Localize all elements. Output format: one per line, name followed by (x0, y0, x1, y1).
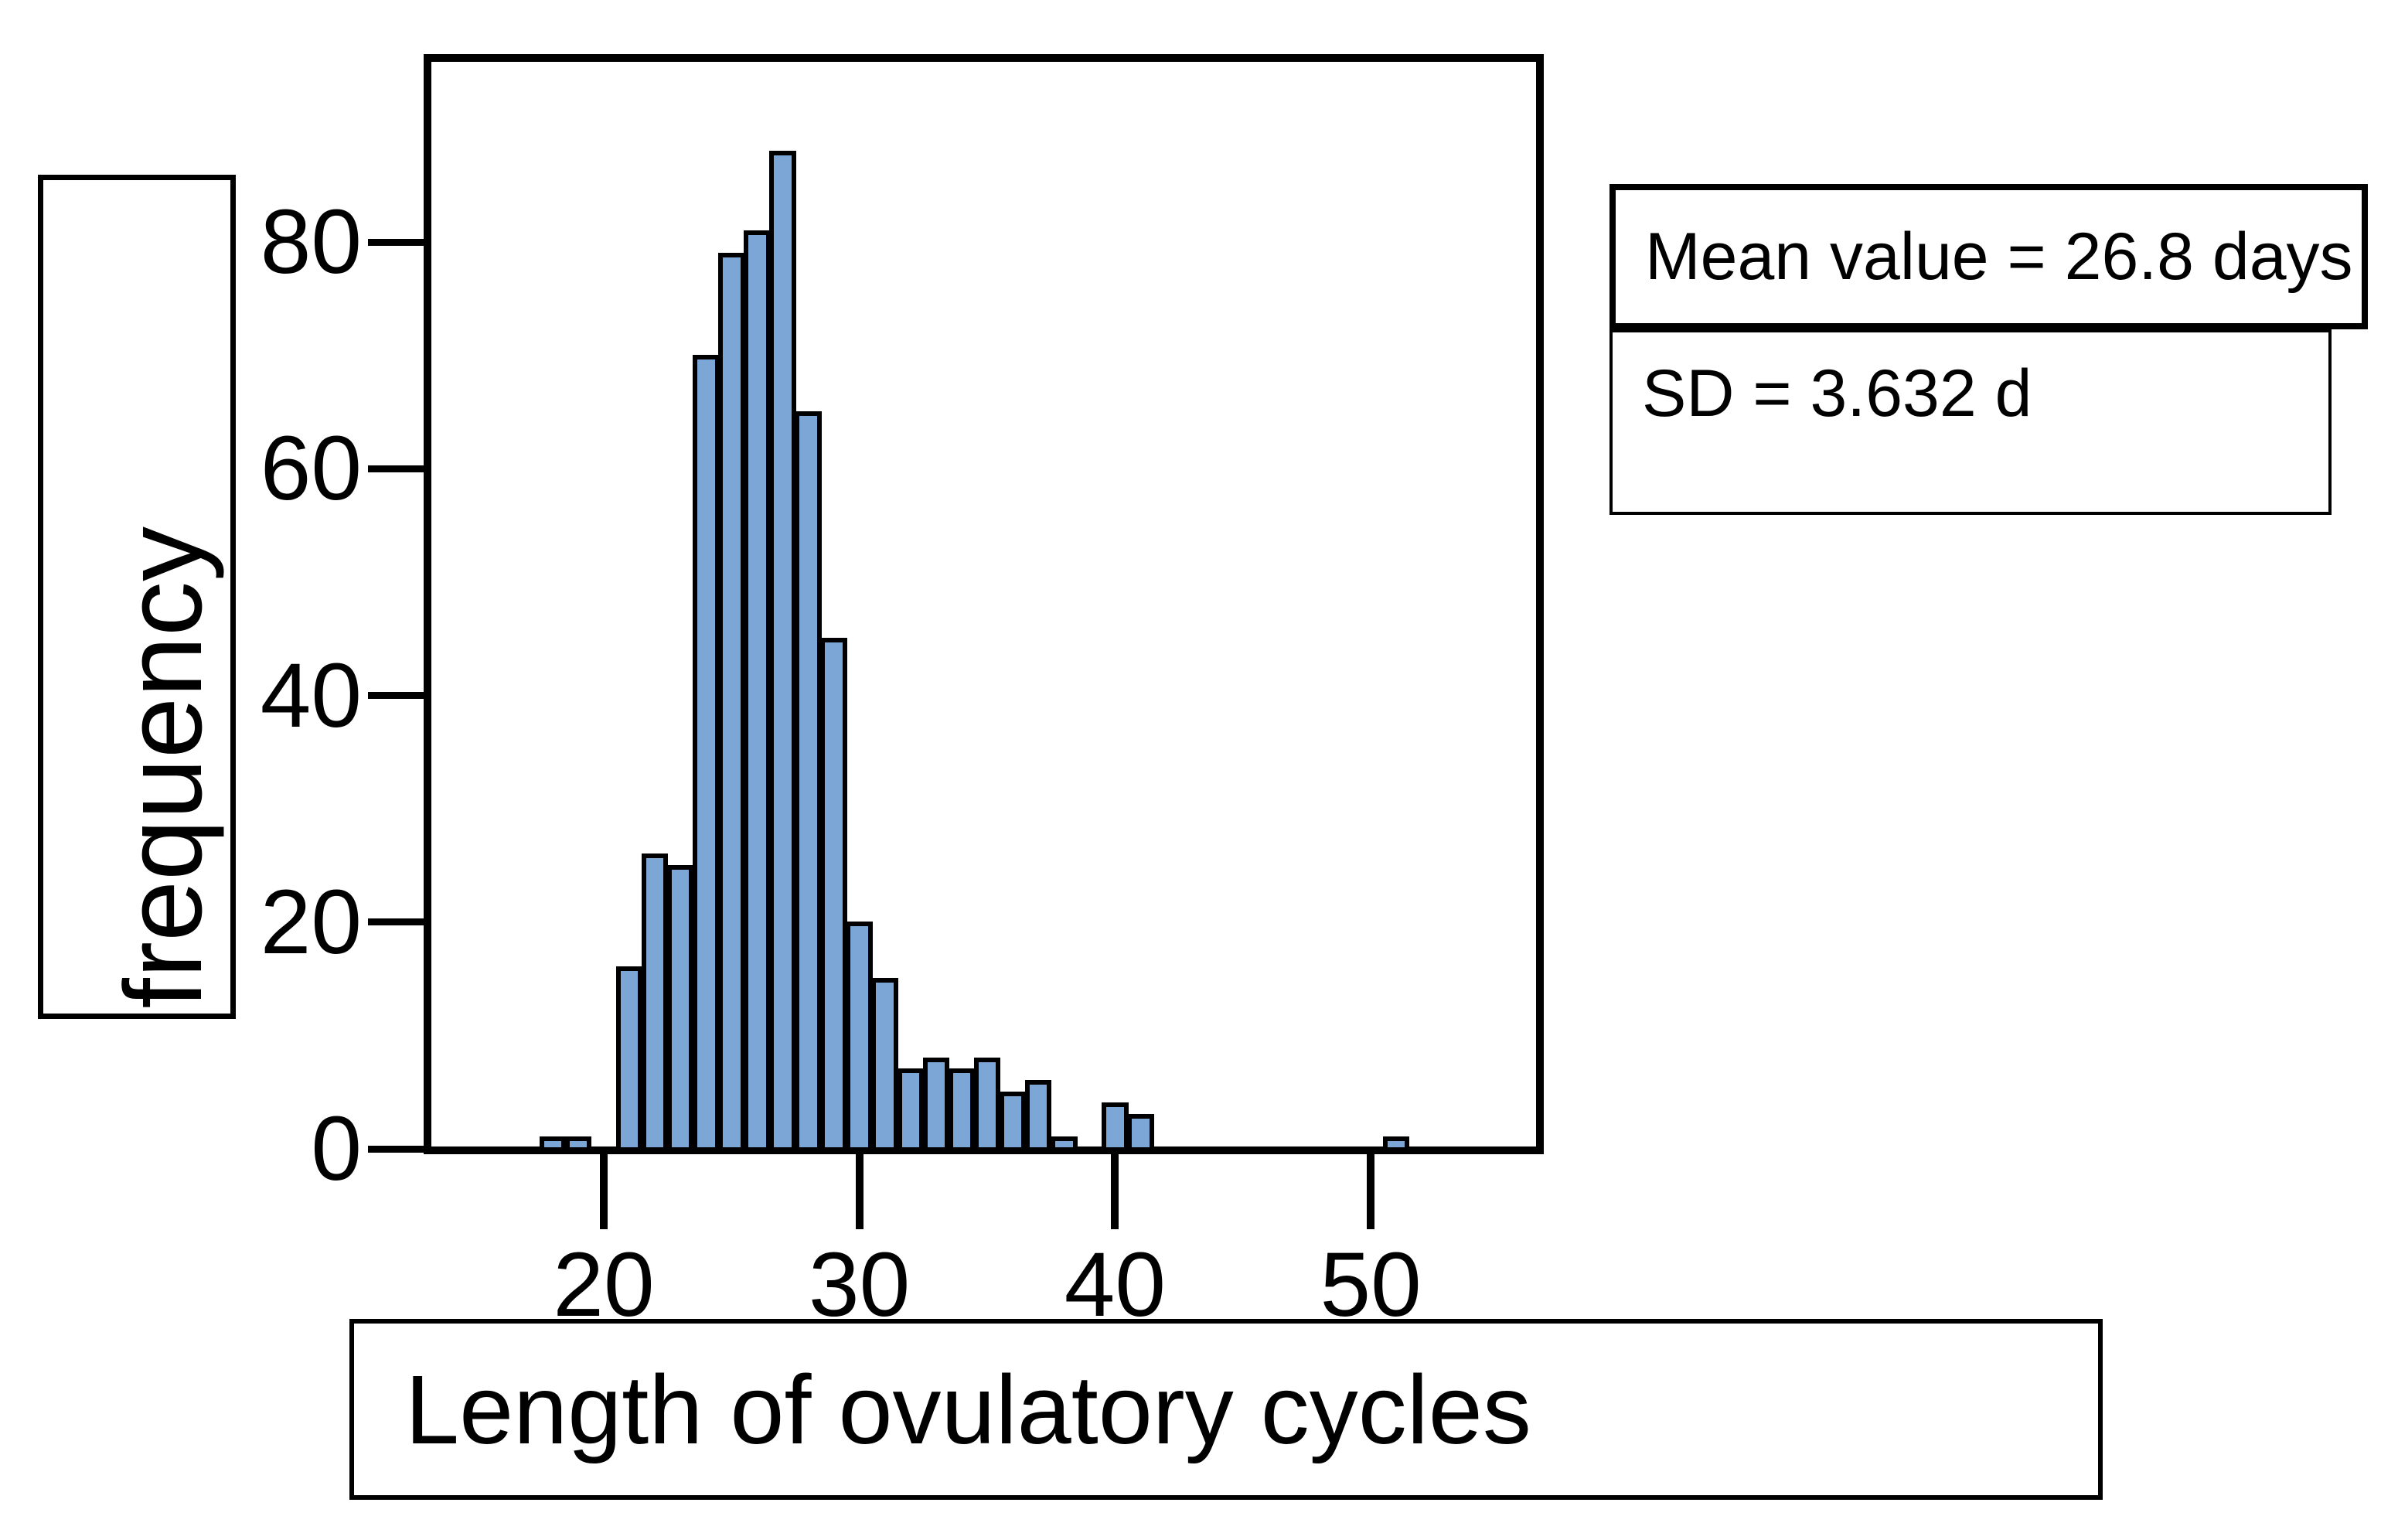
x-tick-mark (1111, 1154, 1119, 1229)
histogram-bar (846, 921, 873, 1152)
histogram-bar (718, 252, 745, 1152)
histogram-bar (1127, 1114, 1154, 1152)
sd-value-text: SD = 3.632 d (1642, 356, 2032, 431)
histogram-bar (744, 230, 771, 1152)
y-tick-mark (368, 918, 430, 926)
x-tick-mark (1367, 1154, 1375, 1229)
plot-frame (424, 54, 1544, 1154)
x-tick-mark (600, 1154, 608, 1229)
histogram-bar (795, 411, 822, 1152)
histogram-bar (973, 1057, 1001, 1152)
y-tick-mark (368, 238, 430, 246)
x-tick-mark (855, 1154, 863, 1229)
histogram-bar (615, 966, 643, 1152)
y-tick-label: 20 (260, 871, 362, 973)
histogram-bar (820, 638, 847, 1152)
histogram-bar (922, 1057, 950, 1152)
mean-value-text: Mean value = 26.8 days (1645, 219, 2353, 294)
histogram-bar (897, 1068, 925, 1152)
y-axis-label-box: frequency (38, 175, 236, 1019)
mean-value-box: Mean value = 26.8 days (1609, 184, 2368, 329)
histogram-bar (1382, 1136, 1410, 1152)
histogram-bar (1102, 1102, 1129, 1152)
sd-value-box: SD = 3.632 d (1609, 329, 2332, 515)
y-tick-label: 80 (260, 191, 362, 294)
y-tick-mark (368, 692, 430, 700)
histogram-bar (1024, 1080, 1052, 1152)
x-tick-label: 40 (1064, 1234, 1167, 1336)
histogram-bar (871, 978, 899, 1152)
histogram-bar (1050, 1136, 1078, 1152)
x-tick-label: 50 (1320, 1234, 1422, 1336)
histogram-bar (948, 1068, 976, 1152)
y-tick-mark (368, 1145, 430, 1153)
histogram-bar (999, 1091, 1027, 1152)
y-tick-label: 0 (311, 1098, 362, 1200)
x-tick-label: 30 (809, 1234, 911, 1336)
histogram-bar (564, 1136, 592, 1152)
y-tick-label: 40 (260, 644, 362, 747)
histogram-bar (666, 864, 694, 1152)
histogram-bar (539, 1136, 567, 1152)
histogram-bar (641, 853, 669, 1152)
x-tick-label: 20 (553, 1234, 655, 1336)
y-tick-mark (368, 465, 430, 472)
y-tick-label: 60 (260, 417, 362, 520)
x-axis-title-box: Length of ovulatory cycles (349, 1319, 2103, 1500)
histogram-bar (769, 150, 796, 1152)
x-axis-title: Length of ovulatory cycles (405, 1354, 1531, 1464)
histogram-bar (692, 354, 720, 1152)
